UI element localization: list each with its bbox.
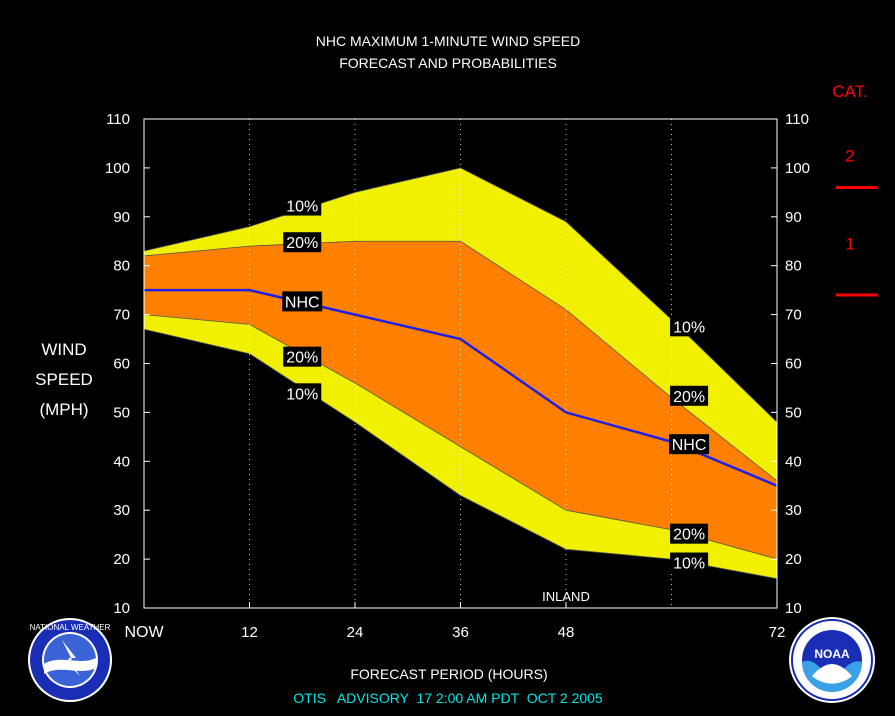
x-tick-label: 72 xyxy=(769,624,786,641)
y-tick-label-left: 50 xyxy=(113,404,130,421)
x-tick-label: 36 xyxy=(452,624,469,641)
series-label: 10% xyxy=(286,199,318,216)
y-tick-label-left: 40 xyxy=(113,453,130,470)
y-tick-label-left: 10 xyxy=(113,600,130,617)
series-label-box xyxy=(670,552,709,573)
series-label-box xyxy=(283,383,322,404)
series-label-box xyxy=(670,385,709,406)
series-label-box xyxy=(283,346,322,367)
nws-logo: NATIONAL WEATHER xyxy=(28,618,112,702)
y-tick-label-right: 40 xyxy=(785,453,802,470)
y-axis-label-line: SPEED xyxy=(35,370,93,389)
series-label: 10% xyxy=(673,319,705,336)
series-label: NHC xyxy=(285,294,320,311)
y-axis-label-line: (MPH) xyxy=(39,400,88,419)
y-tick-label-right: 110 xyxy=(785,111,809,128)
plot-area: 10 10 20 20 30 30 40 40 50 50 60 60 70 70 80 80 90 90 100 1… xyxy=(35,111,810,641)
y-tick-label-right: 30 xyxy=(785,502,802,519)
y-tick-label-right: 70 xyxy=(785,307,802,324)
y-tick-label-right: 60 xyxy=(785,356,802,373)
x-tick-label: 48 xyxy=(558,624,575,641)
series-label: 20% xyxy=(286,235,318,252)
series-label-box xyxy=(283,232,322,253)
inner-band-20pct xyxy=(144,241,777,560)
y-tick-label-left: 60 xyxy=(113,356,130,373)
y-tick-label-right: 20 xyxy=(785,551,802,568)
y-tick-label-left: 80 xyxy=(113,258,130,275)
x-axis-label: FORECAST PERIOD (HOURS) xyxy=(350,666,547,682)
y-tick-label-left: 70 xyxy=(113,307,130,324)
series-label-box xyxy=(283,195,322,216)
series-label-box xyxy=(670,316,709,337)
y-tick-label-right: 100 xyxy=(785,160,810,177)
category-title: CAT. xyxy=(832,82,868,101)
series-label-box xyxy=(282,291,323,312)
y-tick-label-left: 30 xyxy=(113,502,130,519)
category-label: 1 xyxy=(845,235,854,254)
chart-title: NHC MAXIMUM 1-MINUTE WIND SPEED xyxy=(316,33,580,49)
series-label: 10% xyxy=(673,556,705,573)
chart-subtitle: FORECAST AND PROBABILITIES xyxy=(339,55,557,71)
series-label: NHC xyxy=(672,437,707,454)
inland-annotation: INLAND xyxy=(542,589,590,604)
y-tick-label-left: 90 xyxy=(113,209,130,226)
x-tick-label: 24 xyxy=(347,624,364,641)
y-tick-label-left: 100 xyxy=(105,160,130,177)
x-tick-label: NOW xyxy=(124,624,164,641)
y-axis-label-line: WIND xyxy=(41,340,86,359)
y-tick-label-left: 110 xyxy=(106,111,130,128)
series-label: 20% xyxy=(673,389,705,406)
series-label: 20% xyxy=(673,527,705,544)
series-label: 10% xyxy=(286,386,318,403)
noaa-logo-text: NOAA xyxy=(814,647,850,661)
y-tick-label-right: 80 xyxy=(785,258,802,275)
x-tick-label: 12 xyxy=(241,624,258,641)
series-label: 20% xyxy=(286,350,318,367)
series-label-box xyxy=(670,523,709,544)
y-tick-label-left: 20 xyxy=(113,551,130,568)
category-label: 2 xyxy=(845,147,854,166)
svg-text:NATIONAL WEATHER: NATIONAL WEATHER xyxy=(30,623,111,632)
noaa-logo: NOAA xyxy=(789,617,875,703)
advisory-line: OTIS ADVISORY 17 2:00 AM PDT OCT 2 2005 xyxy=(293,690,603,706)
y-tick-label-right: 50 xyxy=(785,404,802,421)
y-tick-label-right: 10 xyxy=(785,600,802,617)
y-tick-label-right: 90 xyxy=(785,209,802,226)
series-label-box xyxy=(669,434,710,455)
